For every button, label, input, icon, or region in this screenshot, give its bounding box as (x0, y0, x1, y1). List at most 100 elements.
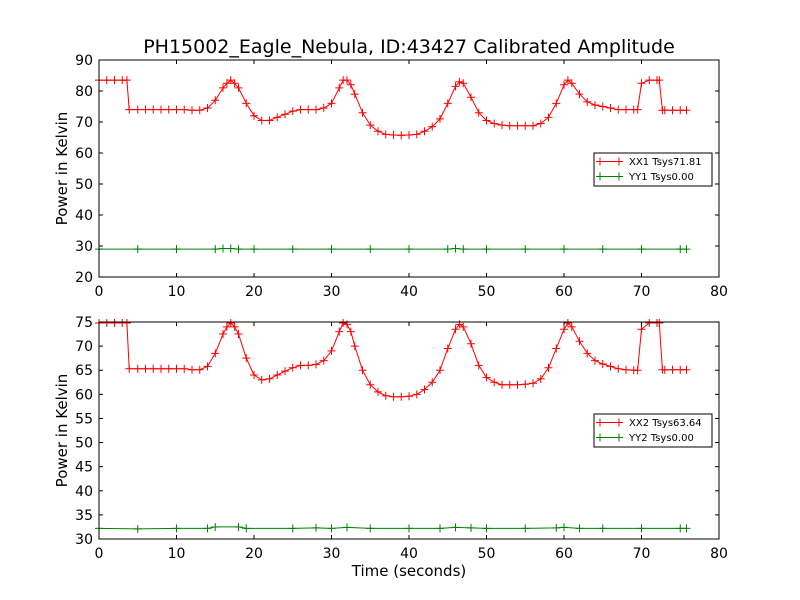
x-tick-label: 70 (633, 546, 651, 562)
data-point (358, 108, 367, 117)
data-point (226, 318, 235, 327)
data-point (288, 524, 297, 533)
data-point (436, 524, 444, 533)
legend-entry: XX1 Tsys71.81 (596, 157, 702, 168)
data-point (230, 322, 239, 331)
data-point (304, 361, 313, 370)
data-point (265, 116, 274, 125)
y-tick-label: 60 (75, 387, 93, 403)
data-point (455, 77, 464, 86)
data-point (242, 524, 251, 533)
y-tick-label: 75 (75, 315, 93, 331)
data-point (591, 100, 599, 109)
y-tick-label: 40 (75, 208, 93, 224)
data-point (682, 106, 691, 115)
data-point (281, 367, 289, 376)
data-point (366, 524, 375, 533)
x-tick-label: 80 (710, 284, 728, 300)
data-point (668, 106, 677, 115)
data-point (288, 363, 297, 372)
y-tick-label: 70 (75, 339, 93, 355)
y-tick-label: 90 (75, 53, 93, 69)
data-point (164, 364, 173, 373)
data-point (250, 111, 258, 120)
y-tick-label: 50 (75, 177, 93, 193)
data-point (544, 113, 553, 122)
y-tick-label: 65 (75, 363, 93, 379)
data-point (552, 99, 561, 108)
legend-swatch-marker (596, 418, 604, 427)
data-point (273, 113, 282, 122)
data-point (319, 104, 328, 113)
data-point (203, 362, 212, 371)
data-point (226, 244, 235, 253)
data-point (141, 105, 150, 114)
legend-box (593, 152, 713, 187)
data-point (343, 523, 351, 532)
x-tick-label: 50 (478, 284, 496, 300)
data-point (420, 127, 429, 136)
data-point (436, 366, 444, 375)
x-axis-label: Time (seconds) (351, 562, 467, 580)
data-point (397, 131, 406, 140)
data-point (544, 363, 553, 372)
data-point (234, 245, 243, 254)
data-point (125, 364, 134, 373)
data-point (203, 524, 212, 533)
data-point (102, 318, 111, 327)
data-point (560, 80, 568, 89)
x-tick-label: 40 (400, 284, 418, 300)
data-point (529, 121, 537, 130)
data-point (327, 245, 336, 254)
data-point (467, 93, 475, 102)
x-tick-label: 10 (168, 284, 186, 300)
data-point (655, 76, 664, 85)
y-tick-label: 20 (75, 270, 93, 286)
data-point (563, 318, 572, 327)
x-tick-label: 20 (245, 546, 263, 562)
data-point (645, 318, 654, 327)
data-point (296, 105, 305, 114)
figure-title: PH15002_Eagle_Nebula, ID:43427 Calibrate… (143, 36, 675, 58)
data-point (536, 119, 545, 128)
data-point (350, 90, 359, 99)
data-point (451, 523, 460, 532)
data-point (288, 107, 297, 116)
data-point (346, 327, 355, 336)
x-tick-label: 30 (323, 546, 341, 562)
data-point (172, 105, 181, 114)
data-point (633, 105, 642, 114)
y-tick-label: 30 (75, 532, 93, 548)
x-tick-label: 60 (555, 284, 573, 300)
data-point (521, 245, 530, 254)
data-point (125, 105, 134, 114)
data-point (327, 524, 336, 533)
data-point (195, 106, 204, 115)
data-point (598, 524, 607, 533)
data-point (474, 361, 483, 370)
data-point (622, 105, 630, 114)
y-tick-label: 60 (75, 146, 93, 162)
data-point (436, 114, 444, 123)
data-point (498, 121, 506, 130)
data-point (141, 364, 150, 373)
data-point (172, 245, 181, 254)
legend-entry: YY2 Tsys0.00 (596, 433, 694, 444)
data-point (682, 245, 691, 254)
data-point (529, 379, 537, 388)
data-point (133, 524, 142, 533)
data-point (405, 245, 413, 254)
legend-swatch-marker (596, 157, 604, 166)
data-point (467, 523, 475, 532)
data-point (312, 105, 320, 114)
data-point (397, 392, 406, 401)
data-point (281, 110, 289, 119)
data-point (428, 378, 437, 387)
data-point (312, 360, 320, 369)
data-point (288, 245, 297, 254)
x-tick-label: 0 (95, 546, 104, 562)
data-point (102, 76, 111, 85)
data-point (374, 387, 382, 396)
